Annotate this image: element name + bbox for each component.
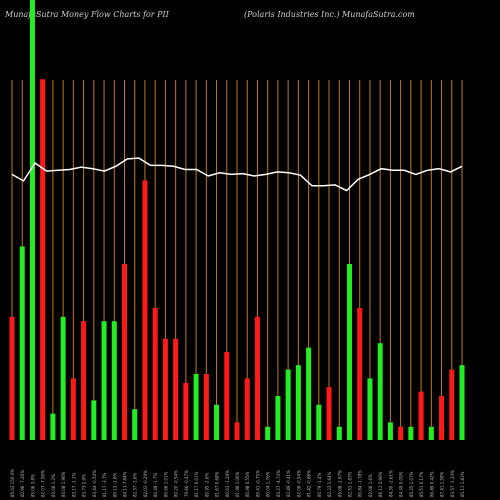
x-tick-label: 82.06 1.6% xyxy=(368,474,373,497)
money-flow-bars xyxy=(9,0,465,440)
x-tick-label: 81.67 0.68% xyxy=(215,471,220,497)
x-tick-label: 83.06 1.3% xyxy=(51,474,56,497)
money-flow-bar xyxy=(449,369,455,440)
x-tick-label: 80.79 -1.4% xyxy=(317,472,322,497)
x-tick-labels: 85.03 150.0% 82.96 -7.26% 85.06 3.8% 82.07 … xyxy=(10,469,465,497)
x-tick-label: 84.39 0.05% xyxy=(399,471,404,497)
x-tick-label: 82.96 -7.26% xyxy=(20,470,25,497)
money-flow-bar xyxy=(265,426,271,440)
money-flow-bar xyxy=(193,374,199,440)
x-tick-label: 80.20 -0.54% xyxy=(174,470,179,497)
money-flow-bar xyxy=(254,316,260,440)
money-flow-bar xyxy=(459,365,465,440)
x-tick-label: 80.63 -1.29% xyxy=(225,470,230,497)
x-tick-label: 83.27 -4.74% xyxy=(276,470,281,497)
money-flow-bar xyxy=(29,0,35,440)
chart-subtitle: (Polaris Industries Inc.) MunafaSutra.co… xyxy=(244,10,415,19)
money-flow-bar xyxy=(408,426,414,440)
money-flow-bar xyxy=(224,352,230,440)
money-flow-bar xyxy=(101,321,107,440)
money-flow-bar xyxy=(111,321,117,440)
x-tick-label: 86.89 0.42% xyxy=(429,471,434,497)
money-flow-bar xyxy=(336,426,342,440)
money-flow-bar xyxy=(367,378,373,440)
x-tick-label: 84.30 -2.61% xyxy=(388,470,393,497)
x-tick-label: 81.17 0.01% xyxy=(194,471,199,497)
money-flow-bar xyxy=(142,180,148,440)
money-flow-bar xyxy=(40,79,46,440)
money-flow-bar xyxy=(398,426,404,440)
x-tick-label: 80.66 1.01% xyxy=(163,471,168,497)
x-tick-label: 83.44 -0.54% xyxy=(92,470,97,497)
money-flow-bar xyxy=(132,409,138,440)
money-flow-bar xyxy=(275,396,281,440)
x-tick-label: 80.98 0.55% xyxy=(245,471,250,497)
x-tick-label: 86.11 2.99% xyxy=(378,471,383,497)
money-flow-bar xyxy=(122,264,127,440)
money-flow-bar xyxy=(428,426,434,440)
money-flow-bar xyxy=(387,422,393,440)
money-flow-bar xyxy=(162,338,168,440)
money-flow-bar xyxy=(418,391,424,440)
x-tick-label: 85.03 150.0% xyxy=(10,469,15,497)
x-tick-label: 82.07 -7.56% xyxy=(41,470,46,497)
x-tick-label: 82.08 -0.94% xyxy=(296,470,301,497)
money-flow-bar xyxy=(183,382,189,440)
x-tick-label: 80.95 -2.6% xyxy=(204,472,209,497)
x-tick-label: 81.96 1.06% xyxy=(235,471,240,497)
x-tick-label: 83.17 -1.1% xyxy=(71,472,76,497)
x-tick-label: 80.84 -1.78% xyxy=(358,470,363,497)
money-flow-bar xyxy=(60,316,66,440)
money-flow-bar xyxy=(19,246,25,440)
x-tick-label: 81.42 -0.86% xyxy=(307,470,312,497)
x-tick-label: 80.41 -0.75% xyxy=(255,470,260,497)
money-flow-bar xyxy=(306,347,312,440)
money-flow-bar xyxy=(81,321,87,440)
money-flow-bar xyxy=(439,396,445,440)
money-flow-bar xyxy=(285,369,291,440)
money-flow-bar xyxy=(91,400,97,440)
grid-lines xyxy=(11,80,463,440)
x-tick-label: 80.04 1.76% xyxy=(266,471,271,497)
x-tick-label: 82.37 -1.6% xyxy=(133,472,138,497)
money-flow-bar xyxy=(203,374,209,440)
money-flow-bar xyxy=(377,343,383,440)
x-tick-label: 79.66 -0.47% xyxy=(184,470,189,497)
x-tick-label: 84.08 1.96% xyxy=(61,471,66,497)
x-tick-label: 80.13 -2.6% xyxy=(112,472,117,497)
x-tick-label: 85.51 0.17% xyxy=(419,471,424,497)
money-flow-bar xyxy=(70,378,76,440)
money-flow-bar xyxy=(214,404,220,440)
x-tick-label: 85.06 3.8% xyxy=(30,474,35,497)
x-tick-label: 83.73 2.9% xyxy=(82,474,87,497)
money-flow-bar xyxy=(347,264,352,440)
x-tick-label: 82.89 -0.41% xyxy=(286,470,291,497)
chart-title: MunafaSutra Money Flow Charts for PII xyxy=(5,10,169,19)
x-tick-label: 84.11 7.84% xyxy=(123,471,128,497)
money-flow-bar xyxy=(316,404,322,440)
x-tick-label: 82.23 1.64% xyxy=(327,471,332,497)
money-flow-bar xyxy=(9,316,15,440)
money-flow-bar xyxy=(50,413,56,440)
x-tick-label: 87.41 1.58% xyxy=(440,471,445,497)
x-tick-label: 83.57 -1.33% xyxy=(450,470,455,497)
money-flow-bar xyxy=(357,308,363,440)
x-tick-label: 82.51 1.83% xyxy=(348,471,353,497)
money-flow-bar xyxy=(326,387,332,440)
price-series-line xyxy=(11,157,463,192)
price-line xyxy=(11,157,463,192)
x-tick-label: 85.08 -1.97% xyxy=(337,470,342,497)
money-flow-bar xyxy=(152,308,158,440)
x-tick-label: 80.49 -1.7% xyxy=(153,472,158,497)
money-flow-bar xyxy=(244,378,250,440)
x-tick-label: 82.03 -0.29% xyxy=(143,470,148,497)
x-tick-label: 81.17 -3.7% xyxy=(102,472,107,497)
money-flow-bar xyxy=(234,422,240,440)
money-flow-bar xyxy=(173,338,179,440)
x-tick-label: 85.11 1.83% xyxy=(460,471,465,497)
x-tick-label: 85.25 1.07% xyxy=(409,471,414,497)
money-flow-bar xyxy=(295,365,301,440)
